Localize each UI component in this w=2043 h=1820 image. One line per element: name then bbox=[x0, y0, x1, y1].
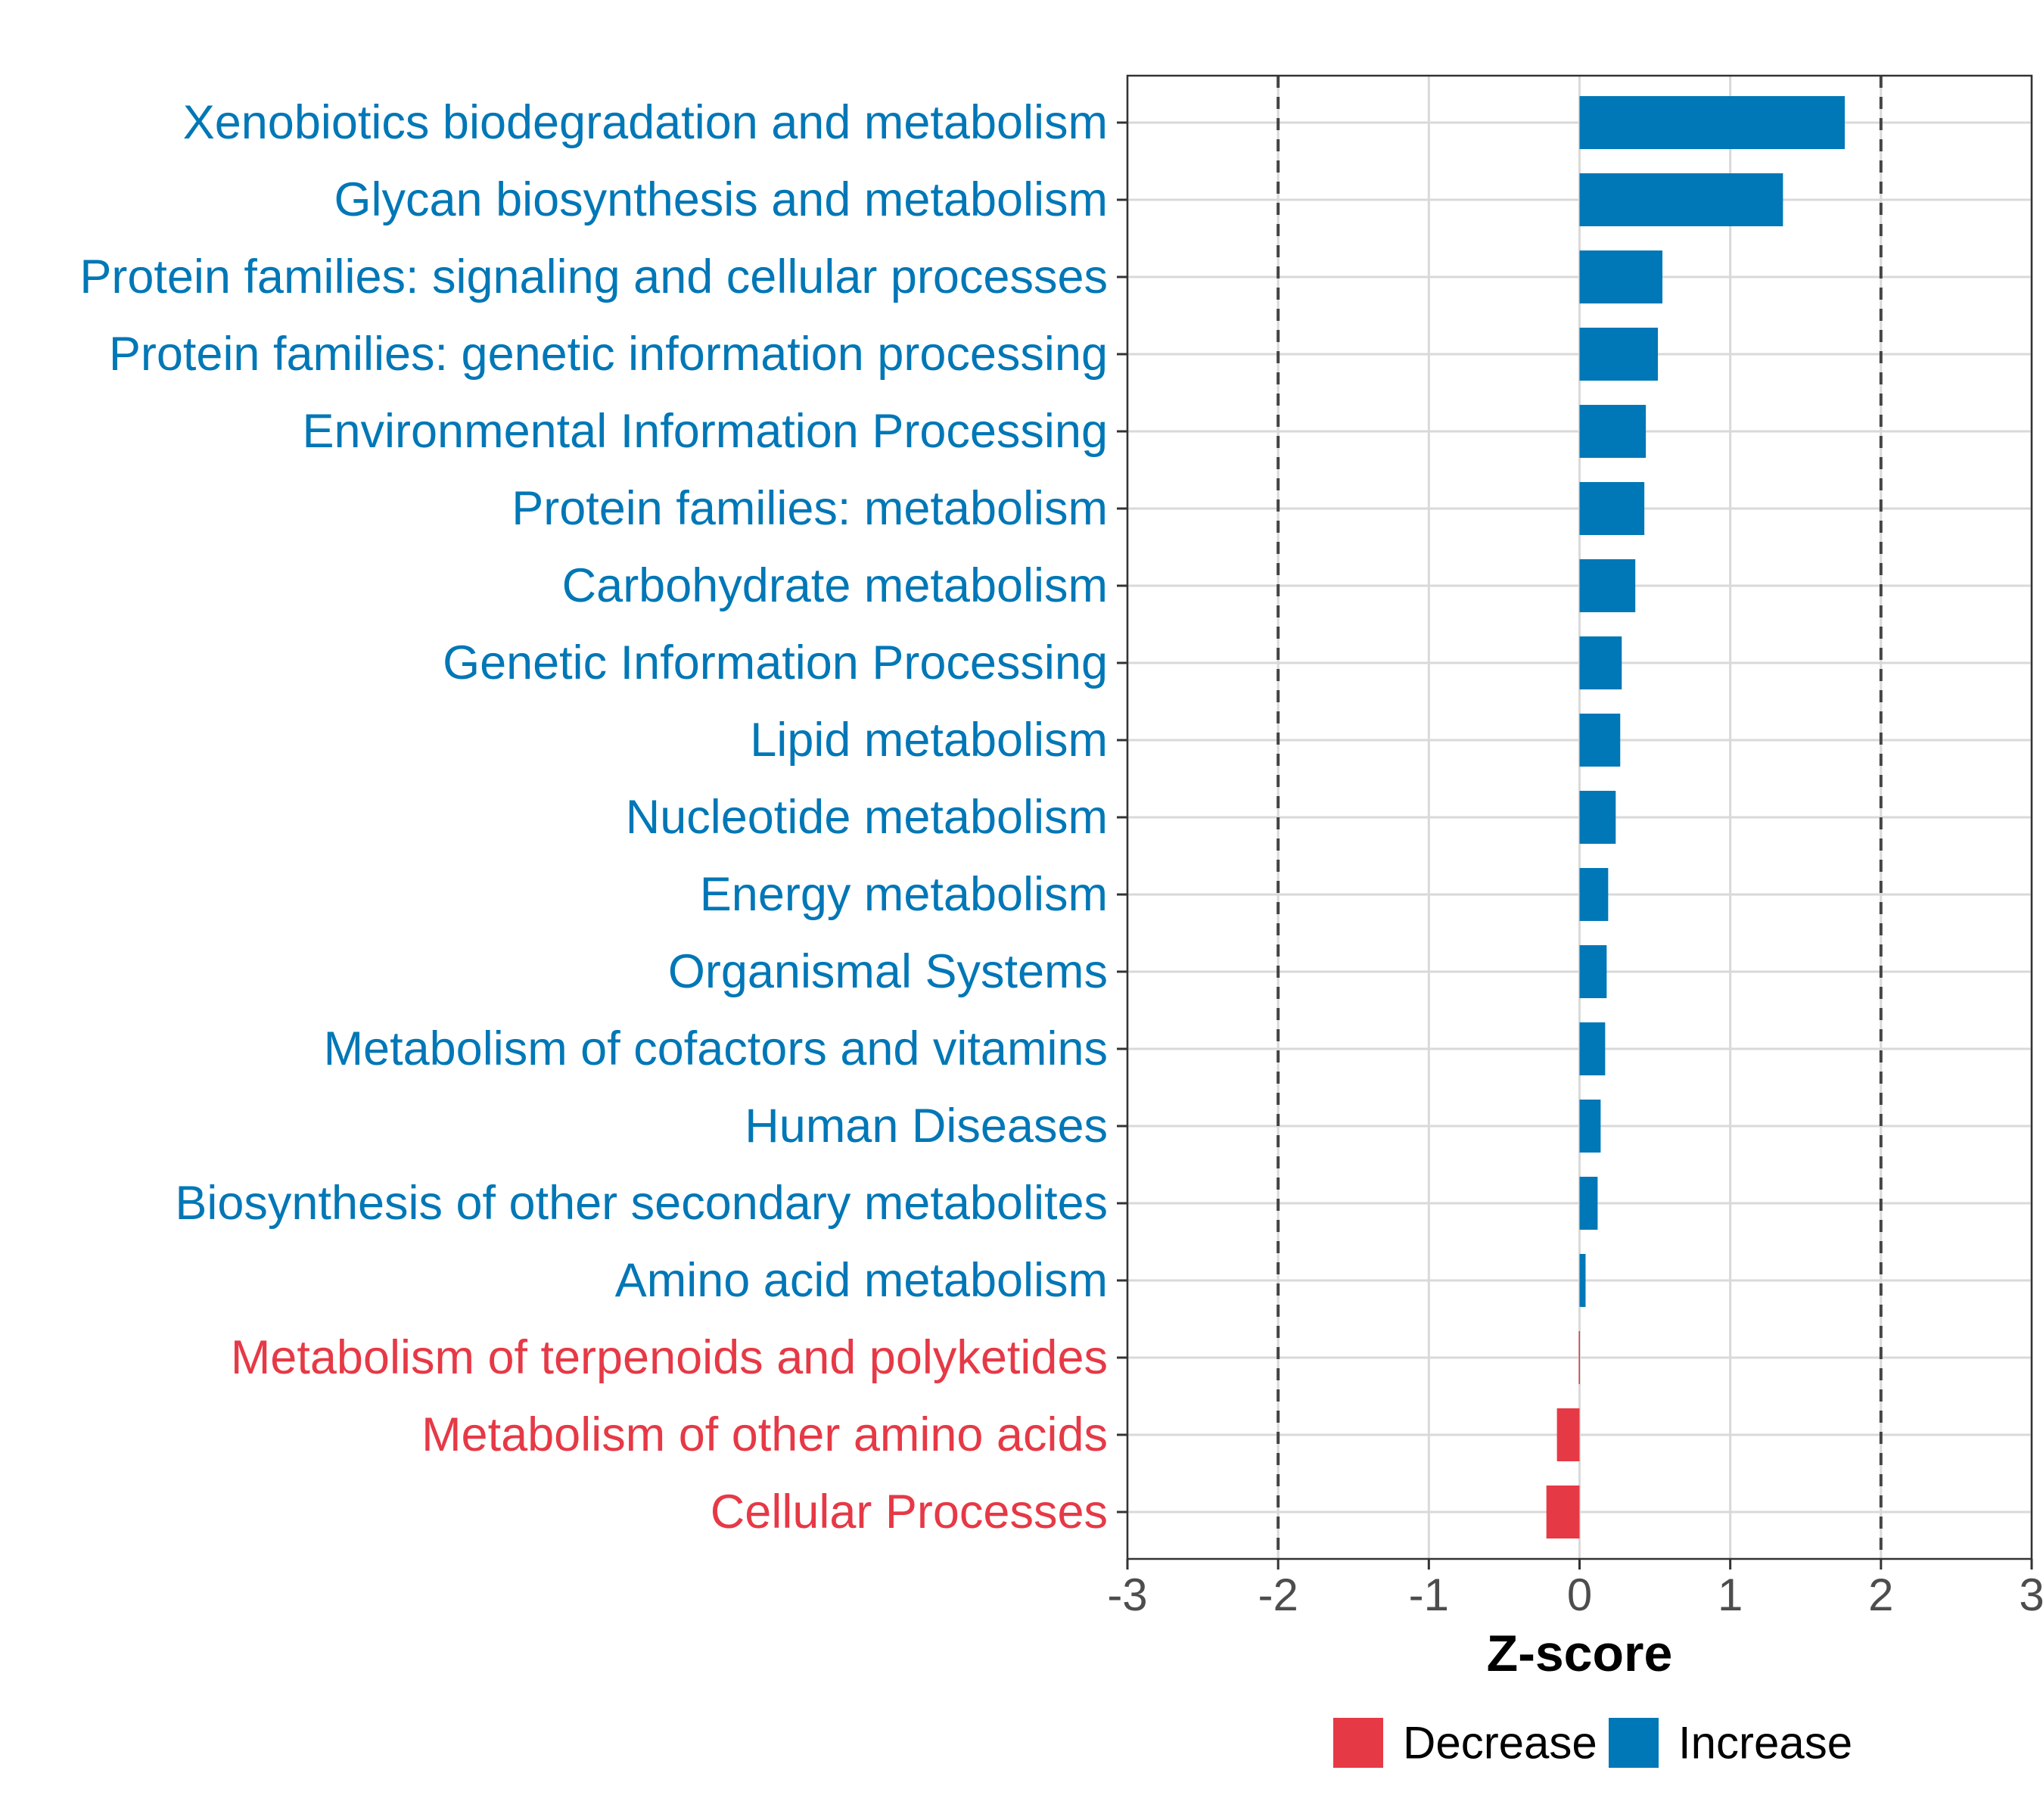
y-tick-label: Amino acid metabolism bbox=[615, 1254, 1108, 1307]
y-tick-label: Nucleotide metabolism bbox=[626, 791, 1108, 844]
bar bbox=[1579, 868, 1609, 921]
y-tick-label: Biosynthesis of other secondary metaboli… bbox=[175, 1177, 1108, 1230]
x-tick-label: 2 bbox=[1868, 1570, 1893, 1620]
bar bbox=[1579, 250, 1663, 303]
bar bbox=[1579, 96, 1846, 149]
legend-label: Increase bbox=[1678, 1718, 1852, 1769]
y-tick-label: Energy metabolism bbox=[700, 868, 1108, 921]
y-tick-label: Metabolism of terpenoids and polyketides bbox=[231, 1331, 1108, 1384]
x-tick-label: -2 bbox=[1258, 1570, 1298, 1620]
x-tick-label: 3 bbox=[2019, 1570, 2043, 1620]
bar bbox=[1579, 1022, 1606, 1075]
bar bbox=[1579, 173, 1783, 226]
y-tick-label: Metabolism of other amino acids bbox=[421, 1408, 1108, 1461]
y-tick-label: Protein families: signaling and cellular… bbox=[79, 250, 1108, 303]
bar bbox=[1579, 1100, 1601, 1153]
y-tick-label: Environmental Information Processing bbox=[302, 405, 1108, 458]
y-tick-label: Cellular Processes bbox=[711, 1486, 1108, 1538]
legend-label: Decrease bbox=[1403, 1718, 1597, 1769]
y-tick-label: Lipid metabolism bbox=[750, 714, 1108, 767]
legend: Decrease Increase bbox=[1333, 1718, 1852, 1769]
y-tick-label: Carbohydrate metabolism bbox=[562, 559, 1108, 612]
y-axis: Xenobiotics biodegradation and metabolis… bbox=[79, 96, 1127, 1538]
bar bbox=[1579, 559, 1636, 612]
x-axis: -3 -2 -1 0 1 2 3 bbox=[1107, 1559, 2043, 1620]
y-tick-label: Organismal Systems bbox=[668, 945, 1108, 998]
y-tick-label: Metabolism of cofactors and vitamins bbox=[324, 1022, 1108, 1075]
x-tick-label: 1 bbox=[1718, 1570, 1743, 1620]
y-tick-label: Genetic Information Processing bbox=[443, 636, 1108, 689]
x-axis-title: Z-score bbox=[1487, 1625, 1673, 1682]
bar bbox=[1579, 791, 1616, 844]
bar bbox=[1579, 328, 1659, 381]
bar bbox=[1546, 1486, 1580, 1538]
bar bbox=[1579, 714, 1621, 767]
x-tick-label: 0 bbox=[1567, 1570, 1592, 1620]
y-tick-label: Protein families: genetic information pr… bbox=[109, 328, 1108, 381]
y-tick-label: Protein families: metabolism bbox=[512, 482, 1108, 535]
bar bbox=[1579, 1254, 1586, 1307]
legend-swatch bbox=[1609, 1718, 1659, 1768]
legend-swatch bbox=[1333, 1718, 1383, 1768]
y-tick-label: Human Diseases bbox=[745, 1100, 1108, 1153]
bar bbox=[1579, 482, 1645, 535]
bar bbox=[1579, 1177, 1598, 1230]
bar bbox=[1579, 405, 1647, 458]
bar bbox=[1578, 1331, 1581, 1384]
bar bbox=[1579, 636, 1622, 689]
bar-series bbox=[1546, 96, 1846, 1538]
y-tick-label: Xenobiotics biodegradation and metabolis… bbox=[183, 96, 1108, 149]
bar bbox=[1579, 945, 1607, 998]
bar bbox=[1556, 1408, 1580, 1461]
x-tick-label: -3 bbox=[1107, 1570, 1147, 1620]
threshold-lines bbox=[1276, 76, 1883, 1559]
y-tick-label: Glycan biosynthesis and metabolism bbox=[334, 173, 1109, 226]
x-tick-label: -1 bbox=[1409, 1570, 1449, 1620]
